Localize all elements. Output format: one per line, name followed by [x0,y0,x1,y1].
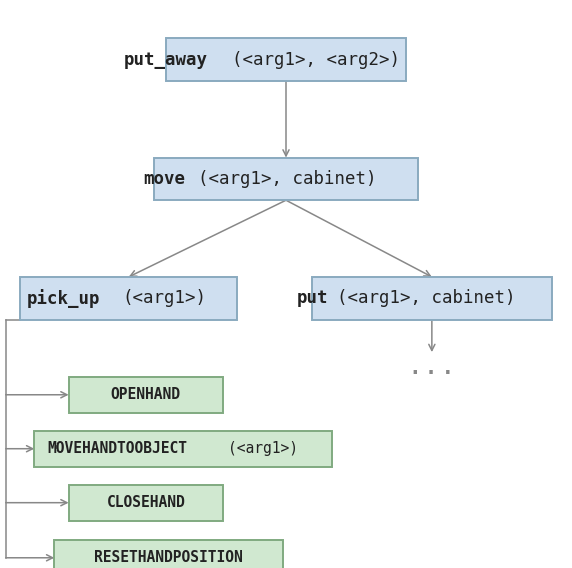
FancyBboxPatch shape [34,431,332,467]
Text: (<arg1>, cabinet): (<arg1>, cabinet) [337,289,515,307]
Text: pick_up: pick_up [27,289,101,308]
FancyBboxPatch shape [69,485,223,520]
FancyBboxPatch shape [154,157,418,200]
FancyBboxPatch shape [69,377,223,412]
Text: ...: ... [407,352,457,381]
Text: move: move [144,170,186,188]
Text: CLOSEHAND: CLOSEHAND [106,495,185,510]
Text: (<arg1>): (<arg1>) [122,289,206,307]
FancyBboxPatch shape [312,277,552,319]
Text: (<arg1>): (<arg1>) [228,441,298,456]
FancyBboxPatch shape [54,540,283,568]
Text: (<arg1>, <arg2>): (<arg1>, <arg2>) [232,51,400,69]
Text: put: put [296,289,328,307]
Text: MOVEHANDTOOBJECT: MOVEHANDTOOBJECT [47,441,188,456]
FancyBboxPatch shape [20,277,237,319]
Text: RESETHANDPOSITION: RESETHANDPOSITION [94,550,243,565]
Text: OPENHAND: OPENHAND [111,387,181,402]
Text: put_away: put_away [124,51,208,69]
FancyBboxPatch shape [166,39,406,81]
Text: (<arg1>, cabinet): (<arg1>, cabinet) [198,170,376,188]
